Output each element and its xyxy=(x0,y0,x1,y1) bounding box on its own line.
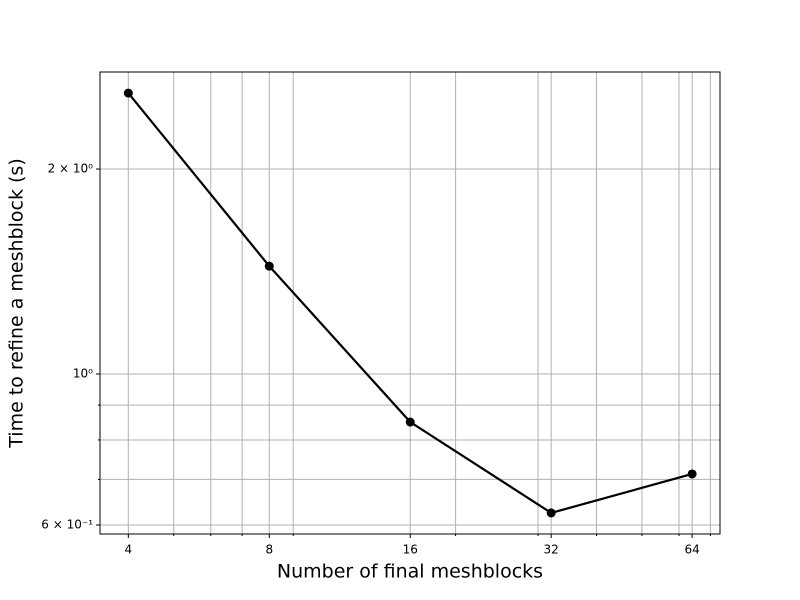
data-point xyxy=(123,88,133,98)
data-point xyxy=(546,508,556,518)
x-tick-label: 8 xyxy=(265,543,273,557)
x-tick-label: 16 xyxy=(403,543,418,557)
y-tick-label: 6 × 10⁻¹ xyxy=(41,517,93,531)
x-tick-label: 32 xyxy=(544,543,559,557)
data-point xyxy=(687,469,697,479)
x-tick-label: 4 xyxy=(124,543,132,557)
y-tick-label: 2 × 10⁰ xyxy=(48,162,94,176)
data-point xyxy=(264,261,274,271)
x-axis-label: Number of final meshblocks xyxy=(277,561,543,583)
x-tick-label: 64 xyxy=(684,543,699,557)
y-axis-label: Time to refine a meshblock (s) xyxy=(6,158,28,448)
data-point xyxy=(405,417,415,427)
y-tick-label: 10⁰ xyxy=(73,366,93,380)
